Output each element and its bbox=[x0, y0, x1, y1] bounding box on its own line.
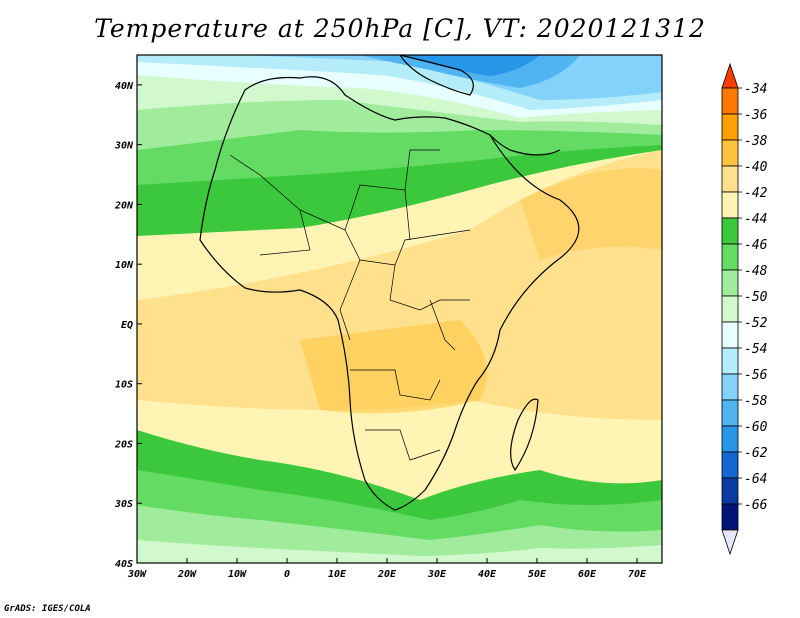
colorbar-label: -44 bbox=[744, 212, 767, 227]
longitude-axis: 30W 20W 10W 0 10E 20E 30E 40E 50E 60E 70E bbox=[127, 558, 647, 580]
lat-tick-label: 10S bbox=[115, 380, 133, 391]
colorbar-swatch bbox=[721, 399, 739, 427]
lon-tick-label: 20W bbox=[177, 569, 197, 580]
colorbar-top-arrow bbox=[721, 62, 739, 89]
latitude-axis: 40N 30N 20N 10N EQ 10S 20S 30S 40S bbox=[114, 81, 142, 570]
lon-tick-label: 0 bbox=[284, 569, 290, 580]
colorbar-swatch bbox=[721, 217, 739, 245]
colorbar-label: -36 bbox=[744, 108, 768, 123]
colorbar-label: -48 bbox=[744, 264, 768, 279]
colorbar-swatch bbox=[721, 451, 739, 479]
lon-tick-label: 40E bbox=[478, 569, 497, 580]
colorbar-label: -58 bbox=[744, 394, 768, 409]
lat-tick-label: 30N bbox=[114, 141, 134, 152]
colorbar-label: -54 bbox=[744, 342, 767, 357]
colorbar-swatch bbox=[721, 477, 739, 505]
colorbar-swatch bbox=[721, 295, 739, 323]
lat-tick-label: 40N bbox=[115, 81, 134, 92]
lat-tick-label: 10N bbox=[115, 260, 134, 271]
colorbar-swatch bbox=[721, 503, 739, 531]
lon-tick-label: 60E bbox=[578, 569, 597, 580]
colorbar-label: -52 bbox=[744, 316, 768, 331]
colorbar-label: -42 bbox=[744, 186, 768, 201]
colorbar-swatch bbox=[721, 373, 739, 401]
lat-tick-label: EQ bbox=[121, 320, 133, 331]
colorbar-label: -38 bbox=[744, 134, 768, 149]
colorbar-swatch bbox=[721, 425, 739, 453]
colorbar-bottom-arrow bbox=[721, 529, 739, 556]
colorbar-label: -66 bbox=[744, 498, 768, 513]
lon-tick-label: 30W bbox=[127, 569, 147, 580]
coastlines bbox=[199, 55, 580, 511]
colorbar-swatch bbox=[721, 191, 739, 219]
lon-tick-label: 30E bbox=[427, 569, 447, 580]
colorbar-label: -40 bbox=[744, 160, 768, 175]
country-borders bbox=[229, 149, 471, 461]
lat-tick-label: 20N bbox=[114, 200, 134, 211]
colorbar-swatch bbox=[721, 321, 739, 349]
lat-tick-label: 40S bbox=[115, 559, 133, 570]
map-frame bbox=[136, 54, 663, 564]
colorbar-swatch bbox=[721, 87, 739, 115]
lon-tick-label: 20E bbox=[377, 569, 397, 580]
map-title: Temperature at 250hPa [C], VT: 202012131… bbox=[94, 14, 706, 43]
colorbar-swatch bbox=[721, 113, 739, 141]
colorbar-swatch bbox=[721, 165, 739, 193]
colorbar-swatch bbox=[721, 269, 739, 297]
lon-tick-label: 70E bbox=[628, 569, 647, 580]
colorbar-swatch bbox=[721, 243, 739, 271]
lon-tick-label: 10E bbox=[328, 569, 347, 580]
colorbar-label: -34 bbox=[744, 82, 767, 97]
colorbar-swatch bbox=[721, 139, 739, 167]
colorbar-label: -64 bbox=[744, 472, 767, 487]
lat-tick-label: 30S bbox=[114, 499, 133, 510]
lon-tick-label: 50E bbox=[528, 569, 547, 580]
colorbar-label: -60 bbox=[744, 420, 768, 435]
colorbar-label: -62 bbox=[744, 446, 768, 461]
colorbar-label: -56 bbox=[744, 368, 768, 383]
colorbar: -34 -36 -38 -40 -42 -44 -46 -48 -50 -52 -54 -56 -58 -… bbox=[721, 62, 768, 556]
lon-tick-label: 10W bbox=[228, 569, 247, 580]
colorbar-swatch bbox=[721, 347, 739, 375]
temperature-field bbox=[137, 55, 662, 563]
colorbar-label: -50 bbox=[744, 290, 768, 305]
colorbar-label: -46 bbox=[744, 238, 768, 253]
lat-tick-label: 20S bbox=[114, 439, 133, 450]
grads-credit: GrADS: IGES/COLA bbox=[4, 604, 91, 614]
